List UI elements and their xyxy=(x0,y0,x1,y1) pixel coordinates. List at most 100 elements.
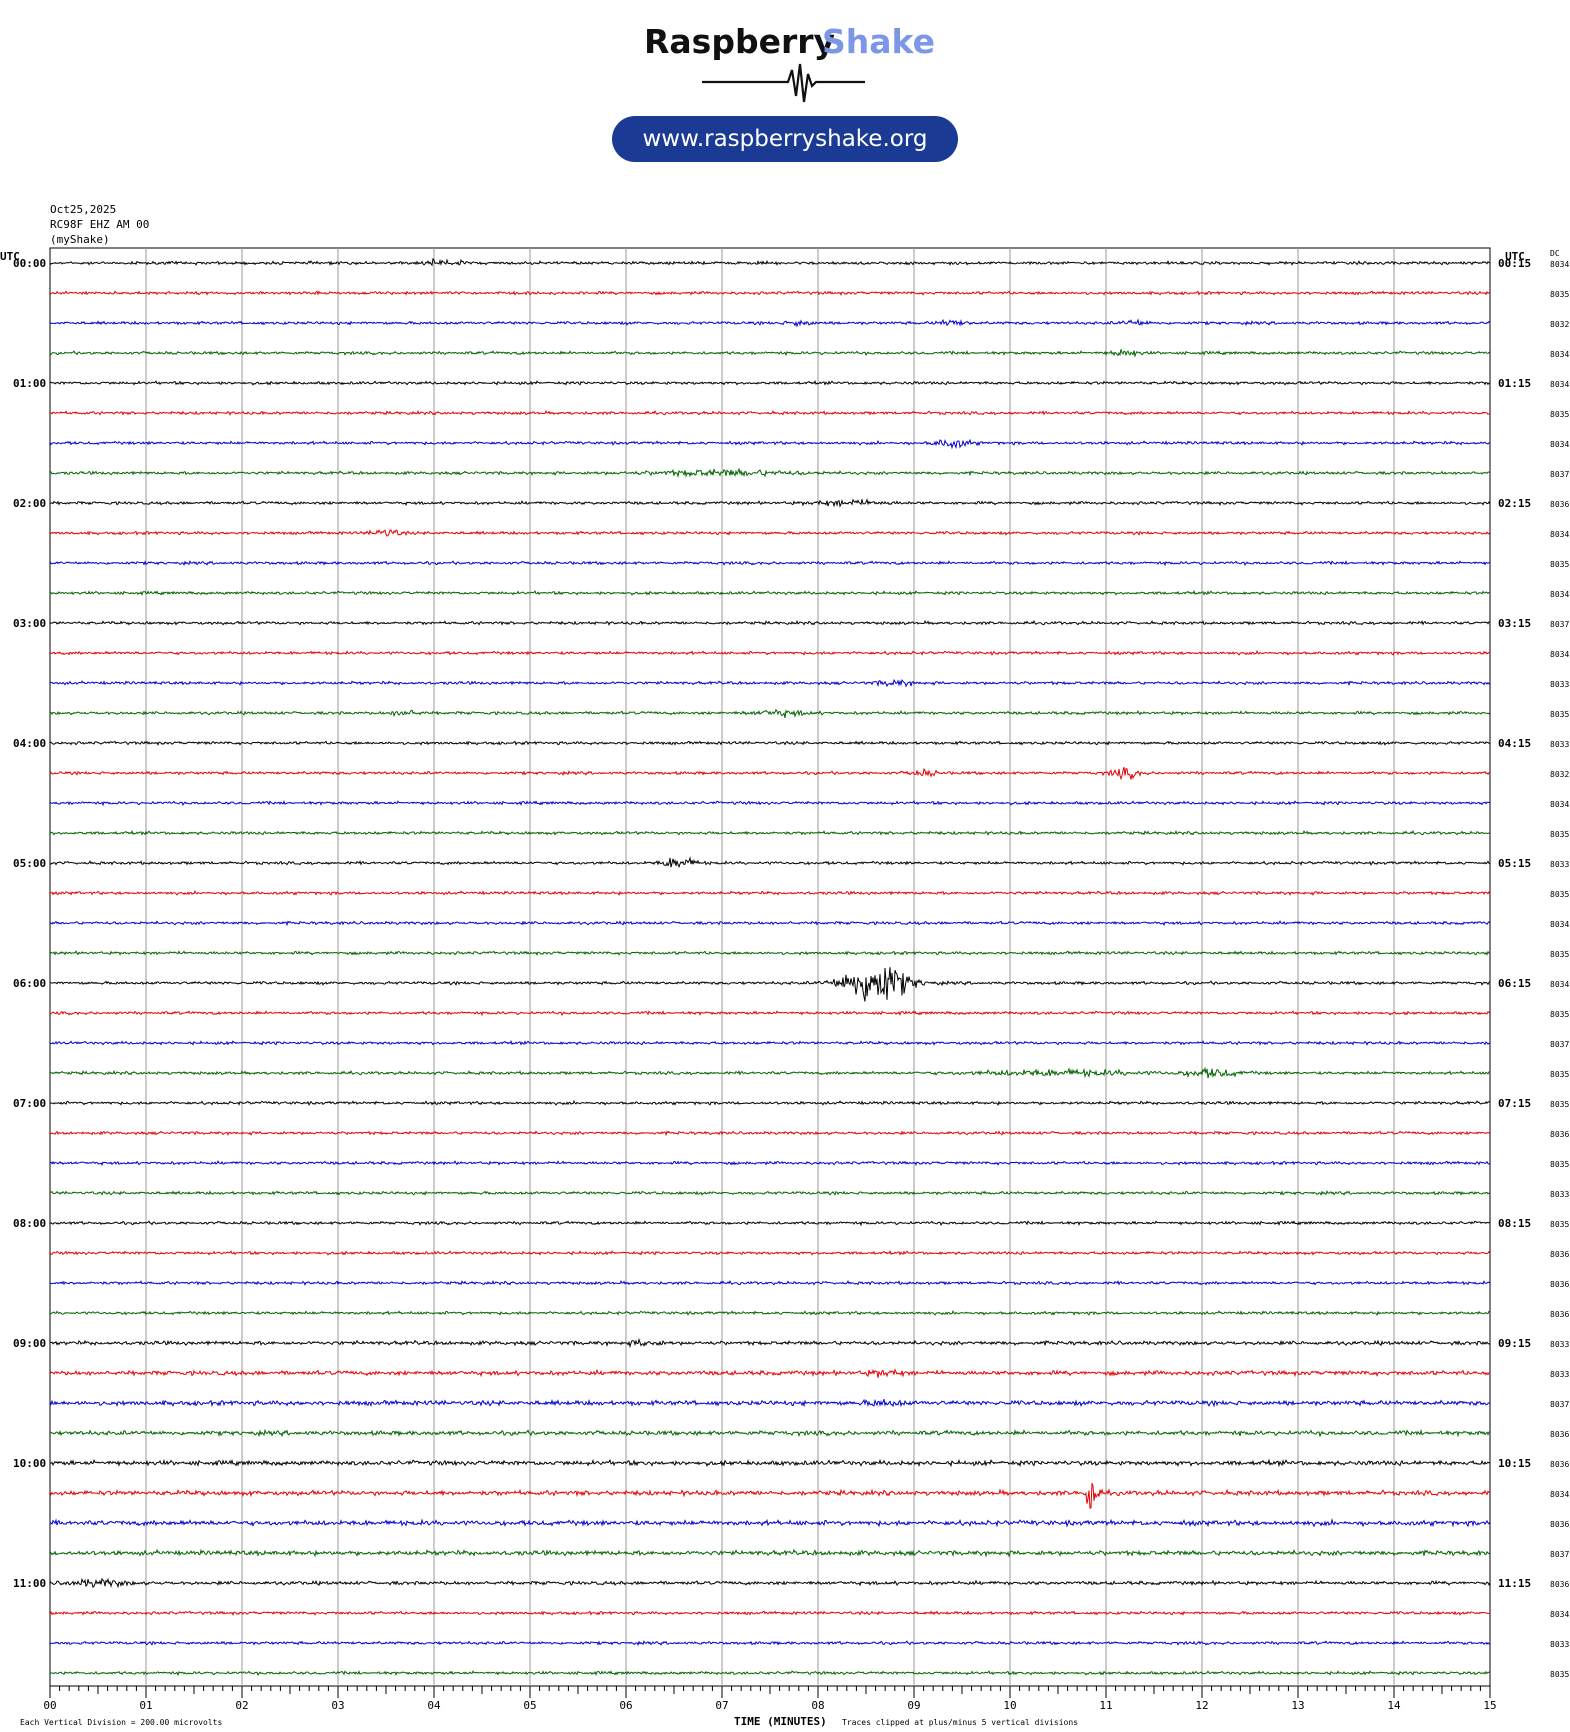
seismic-trace xyxy=(49,1010,1491,1017)
right-axis-title: UTC xyxy=(1505,250,1525,263)
seismic-trace xyxy=(49,1577,1491,1589)
seismic-trace xyxy=(49,290,1491,296)
seismic-trace xyxy=(49,467,1491,479)
seismic-trace xyxy=(49,498,1491,508)
dc-value: 8037 xyxy=(1550,470,1569,479)
left-hour-label: 11:00 xyxy=(13,1577,46,1590)
seismic-trace xyxy=(49,438,1491,450)
right-hour-label: 08:15 xyxy=(1498,1217,1531,1230)
x-tick-label: 13 xyxy=(1291,1699,1304,1712)
dc-value: 8035 xyxy=(1550,1010,1569,1019)
dc-value: 8035 xyxy=(1550,560,1569,569)
dc-value: 8035 xyxy=(1550,290,1569,299)
seismic-trace xyxy=(50,650,1491,656)
seismic-trace xyxy=(49,349,1491,358)
dc-value: 8036 xyxy=(1550,1280,1569,1289)
x-tick-label: 07 xyxy=(715,1699,728,1712)
brand-word-shake: Shake xyxy=(822,22,935,61)
dc-value: 8032 xyxy=(1550,320,1569,329)
seismic-trace xyxy=(49,950,1491,956)
seismic-trace xyxy=(49,257,1491,267)
x-tick-label: 09 xyxy=(907,1699,920,1712)
seismogram-logo-icon xyxy=(702,63,865,103)
dc-value: 8033 xyxy=(1550,1340,1569,1349)
dc-value: 8035 xyxy=(1550,890,1569,899)
dc-value: 8036 xyxy=(1550,1130,1569,1139)
scale-note: Each Vertical Division = 200.00 microvol… xyxy=(20,1718,222,1727)
dc-value: 8037 xyxy=(1550,1550,1569,1559)
seismic-trace xyxy=(49,1310,1491,1316)
seismic-trace xyxy=(49,1428,1491,1438)
dc-value: 8036 xyxy=(1550,500,1569,509)
right-hour-label: 00:15 xyxy=(1498,257,1531,270)
dc-value: 8035 xyxy=(1550,1670,1569,1679)
dc-value: 8036 xyxy=(1550,1310,1569,1319)
dc-value: 8034 xyxy=(1550,350,1569,359)
left-hour-label: 07:00 xyxy=(13,1097,46,1110)
seismic-trace xyxy=(49,590,1490,596)
seismic-trace xyxy=(49,1337,1491,1349)
dc-value: 8037 xyxy=(1550,620,1569,629)
dc-value: 8034 xyxy=(1550,380,1569,389)
seismic-trace xyxy=(49,1100,1491,1106)
dc-value: 8035 xyxy=(1550,1100,1569,1109)
seismic-trace xyxy=(49,920,1491,927)
right-hour-label: 06:15 xyxy=(1498,977,1531,990)
left-hour-label: 03:00 xyxy=(13,617,46,630)
seismic-trace xyxy=(49,1066,1491,1079)
seismic-trace xyxy=(49,1250,1491,1256)
seismic-trace xyxy=(49,1040,1490,1046)
seismic-trace xyxy=(49,1279,1491,1286)
right-hour-label: 01:15 xyxy=(1498,377,1531,390)
seismic-trace xyxy=(49,1190,1491,1197)
right-hour-label: 10:15 xyxy=(1498,1457,1531,1470)
dc-value: 8033 xyxy=(1550,860,1569,869)
dc-value: 8033 xyxy=(1550,1190,1569,1199)
dc-value: 8034 xyxy=(1550,650,1569,659)
dc-value: 8036 xyxy=(1550,1580,1569,1589)
dc-value: 8034 xyxy=(1550,1490,1569,1499)
raspberry-shake-logo: Raspberry Shake www.raspberryshake.org xyxy=(0,0,1570,175)
website-link[interactable]: www.raspberryshake.org xyxy=(612,116,958,162)
dc-value: 8033 xyxy=(1550,740,1569,749)
seismic-trace xyxy=(49,1458,1491,1468)
seismic-trace xyxy=(49,740,1491,746)
x-tick-label: 14 xyxy=(1387,1699,1401,1712)
dc-value: 8034 xyxy=(1550,590,1569,599)
left-hour-label: 06:00 xyxy=(13,977,46,990)
x-tick-label: 06 xyxy=(619,1699,632,1712)
left-hour-label: 09:00 xyxy=(13,1337,46,1350)
dc-value: 8036 xyxy=(1550,1250,1569,1259)
dc-value: 8035 xyxy=(1550,710,1569,719)
right-hour-label: 03:15 xyxy=(1498,617,1531,630)
x-tick-label: 15 xyxy=(1483,1699,1496,1712)
left-hour-label: 01:00 xyxy=(13,377,46,390)
seismic-trace xyxy=(49,829,1491,836)
left-hour-label: 05:00 xyxy=(13,857,46,870)
right-hour-label: 02:15 xyxy=(1498,497,1531,510)
x-tick-label: 04 xyxy=(427,1699,441,1712)
dc-value: 8034 xyxy=(1550,980,1569,989)
seismic-trace xyxy=(49,1640,1491,1647)
x-tick-label: 12 xyxy=(1195,1699,1208,1712)
x-tick-label: 01 xyxy=(139,1699,152,1712)
dc-value: 8033 xyxy=(1550,680,1569,689)
dc-column-title: DC xyxy=(1550,249,1560,258)
right-hour-label: 05:15 xyxy=(1498,857,1531,870)
dc-value: 8034 xyxy=(1550,530,1569,539)
seismic-trace xyxy=(49,890,1491,896)
seismic-trace xyxy=(49,380,1491,386)
dc-value: 8035 xyxy=(1550,1160,1569,1169)
brand-word-raspberry: Raspberry xyxy=(644,22,836,61)
network-name: (myShake) xyxy=(50,233,110,246)
seismic-trace xyxy=(49,529,1491,537)
x-tick-label: 00 xyxy=(43,1699,56,1712)
left-hour-label: 00:00 xyxy=(13,257,46,270)
seismic-trace xyxy=(49,766,1491,781)
seismic-trace xyxy=(49,678,1491,688)
left-hour-label: 02:00 xyxy=(13,497,46,510)
seismic-trace xyxy=(49,318,1491,328)
seismic-trace xyxy=(49,1130,1491,1137)
dc-value: 8034 xyxy=(1550,920,1569,929)
